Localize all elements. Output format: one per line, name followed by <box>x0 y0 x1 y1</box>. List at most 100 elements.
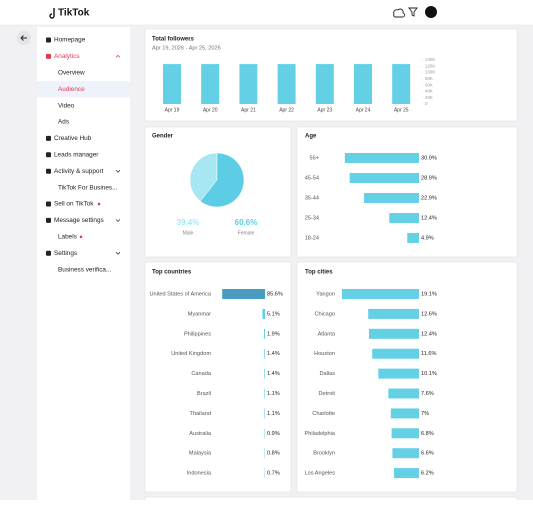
nav-item[interactable]: Settings <box>54 250 77 257</box>
bar <box>316 64 334 104</box>
card-title: Gender <box>152 134 174 140</box>
nav-icon <box>46 54 51 59</box>
card-title: Top countries <box>152 270 192 276</box>
y-tick-label: 40K <box>425 89 433 94</box>
nav-icon <box>46 251 51 256</box>
value-label: 1.1% <box>267 411 280 417</box>
bar <box>278 64 296 104</box>
nav-item[interactable]: Labels <box>58 233 77 240</box>
row-label: Brooklyn <box>313 451 335 457</box>
age-card <box>297 127 517 257</box>
row-label: Philadelphia <box>305 431 336 437</box>
row-label: Malaysia <box>189 451 212 457</box>
y-tick-label: 100K <box>425 70 435 75</box>
value-label: 1.9% <box>267 331 280 337</box>
value-label: 1.1% <box>267 391 280 397</box>
value-label: 0.7% <box>267 471 280 477</box>
value-label: 22.9% <box>421 195 437 201</box>
nav-badge <box>80 236 83 239</box>
bar <box>392 64 410 104</box>
gender-value: 39.4% <box>177 218 200 227</box>
bar <box>372 349 419 359</box>
nav-item[interactable]: Audience <box>58 86 85 93</box>
nav-item[interactable]: Leads manager <box>54 151 99 158</box>
value-label: 12.4% <box>421 331 437 337</box>
row-label: Los Angeles <box>305 471 336 477</box>
value-label: 28.9% <box>421 175 437 181</box>
row-label: Chicago <box>314 311 335 317</box>
y-tick-label: 120K <box>425 63 435 68</box>
bar <box>389 213 419 223</box>
value-label: 4.9% <box>421 235 434 241</box>
nav-icon <box>46 38 51 43</box>
gender-value: 60.6% <box>235 218 258 227</box>
y-tick-label: 20K <box>425 95 433 100</box>
nav-icon <box>46 136 51 141</box>
x-tick-label: Apr 20 <box>203 107 218 113</box>
bar <box>345 153 419 163</box>
row-label: Canada <box>191 371 211 377</box>
value-label: 85.6% <box>267 291 283 297</box>
value-label: 6.2% <box>421 471 434 477</box>
nav-icon <box>46 152 51 157</box>
bar <box>392 448 419 458</box>
y-tick-label: 140K <box>425 57 435 62</box>
nav-item[interactable]: Analytics <box>54 53 80 60</box>
y-tick-label: 60K <box>425 82 433 87</box>
value-label: 7% <box>421 411 429 417</box>
row-label: Charlotte <box>312 411 335 417</box>
row-label: Indonesia <box>187 471 212 477</box>
row-label: Detroit <box>319 391 336 397</box>
nav-item[interactable]: Video <box>58 102 75 109</box>
value-label: 6.6% <box>421 451 434 457</box>
row-label: 55+ <box>310 155 320 161</box>
bar <box>394 468 419 478</box>
x-tick-label: Apr 24 <box>356 107 371 113</box>
row-label: Brazil <box>197 391 211 397</box>
value-label: 5.1% <box>267 311 280 317</box>
bar <box>369 329 419 339</box>
nav-badge <box>98 203 101 206</box>
nav-item[interactable]: Business verifica... <box>58 266 111 273</box>
avatar[interactable] <box>425 6 437 18</box>
nav-item[interactable]: Creative Hub <box>54 135 92 142</box>
gender-label: Female <box>238 230 255 236</box>
row-label: 25-34 <box>305 215 319 221</box>
nav-icon <box>46 169 51 174</box>
bar <box>262 309 265 319</box>
nav-item[interactable]: TikTok For Busines... <box>58 184 118 191</box>
value-label: 1.4% <box>267 351 280 357</box>
bar <box>350 173 419 183</box>
x-tick-label: Apr 25 <box>394 107 409 113</box>
bar <box>222 289 265 299</box>
nav-item[interactable]: Ads <box>58 119 69 126</box>
x-tick-label: Apr 23 <box>317 107 332 113</box>
bar <box>264 349 265 359</box>
nav-item[interactable]: Message settings <box>54 217 104 224</box>
value-label: 12.4% <box>421 215 437 221</box>
row-label: 18-24 <box>305 235 319 241</box>
value-label: 0.8% <box>267 451 280 457</box>
row-label: United States of America <box>149 291 211 297</box>
card-subtitle: Apr 19, 2026 - Apr 25, 2026 <box>152 45 221 51</box>
row-label: Atlanta <box>318 331 336 337</box>
nav-item[interactable]: Homepage <box>54 37 86 44</box>
card-title: Age <box>305 134 317 140</box>
bar <box>264 329 265 339</box>
nav-item[interactable]: Sell on TikTok <box>54 201 94 208</box>
x-tick-label: Apr 22 <box>279 107 294 113</box>
bar <box>264 389 265 399</box>
row-label: Thailand <box>190 411 211 417</box>
nav-item[interactable]: Overview <box>58 69 85 76</box>
bar <box>388 389 419 399</box>
value-label: 6.8% <box>421 431 434 437</box>
value-label: 0.9% <box>267 431 280 437</box>
bar <box>264 369 265 379</box>
x-tick-label: Apr 19 <box>165 107 180 113</box>
row-label: United Kingdom <box>171 351 211 357</box>
value-label: 19.1% <box>421 291 437 297</box>
row-label: Myanmar <box>188 311 211 317</box>
value-label: 11.6% <box>421 351 436 357</box>
nav-item[interactable]: Activity & support <box>54 168 104 175</box>
